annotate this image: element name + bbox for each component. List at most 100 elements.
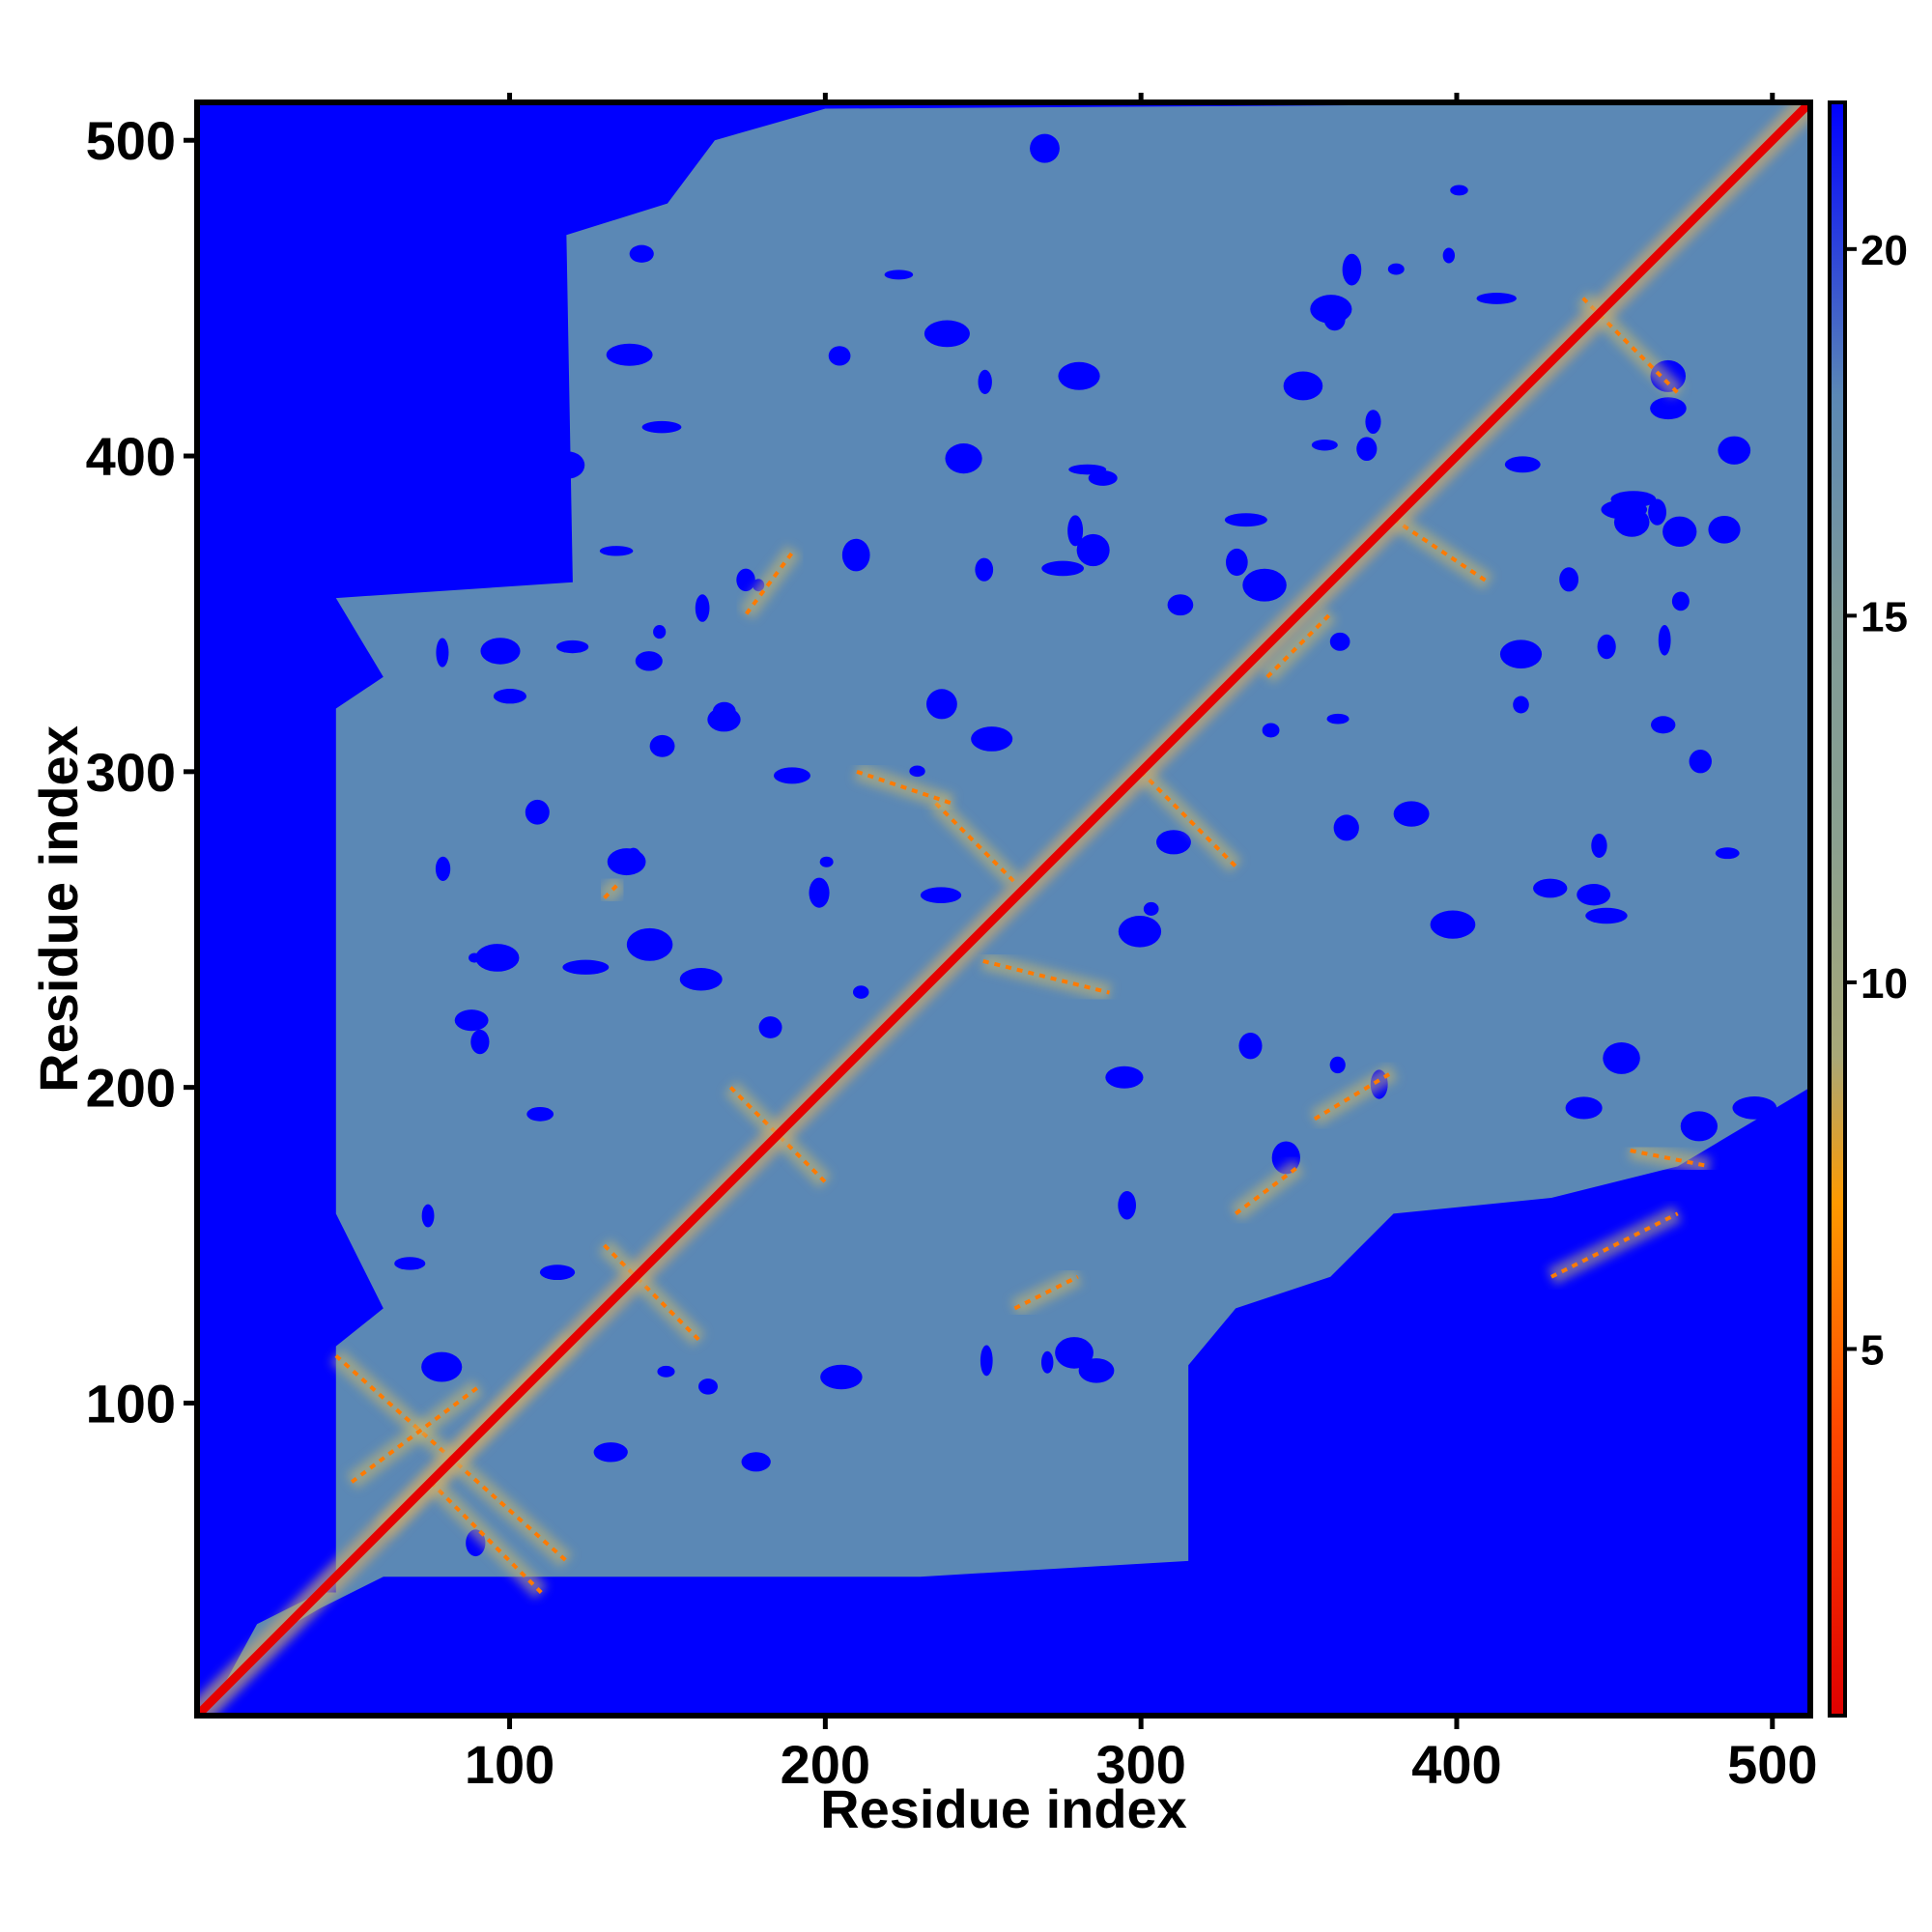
noncontact-patch — [1283, 371, 1323, 401]
noncontact-patch — [1326, 713, 1350, 724]
noncontact-patch — [593, 1442, 628, 1463]
noncontact-patch — [422, 551, 463, 577]
noncontact-patch — [454, 1009, 489, 1032]
noncontact-patch — [820, 1364, 863, 1390]
noncontact-patch — [695, 594, 710, 622]
noncontact-patch — [1565, 1096, 1603, 1120]
noncontact-patch — [978, 369, 992, 394]
noncontact-patch — [853, 985, 869, 999]
noncontact-patch — [635, 651, 663, 671]
noncontact-patch — [1365, 410, 1381, 435]
contact-band — [856, 769, 952, 806]
noncontact-patch — [555, 639, 589, 654]
noncontact-patch — [471, 341, 505, 361]
x-tick-label: 500 — [1727, 1734, 1817, 1795]
noncontact-patch — [1078, 1358, 1115, 1383]
noncontact-patch — [945, 443, 982, 474]
noncontact-patch — [1167, 594, 1194, 616]
noncontact-patch — [1513, 696, 1529, 714]
contact-band — [1630, 1149, 1710, 1169]
noncontact-patch — [1393, 801, 1430, 827]
noncontact-patch — [1610, 491, 1657, 508]
noncontact-patch — [1224, 513, 1267, 527]
noncontact-patch — [599, 546, 634, 556]
noncontact-patch — [479, 467, 506, 495]
noncontact-patch — [841, 538, 870, 572]
colorbar-gradient — [1830, 102, 1845, 1716]
noncontact-patch — [975, 557, 994, 582]
noncontact-patch — [526, 1106, 554, 1122]
noncontact-patch — [884, 270, 914, 280]
contact-band — [745, 549, 796, 615]
noncontact-patch — [1585, 907, 1628, 924]
noncontact-patch — [1603, 1041, 1640, 1074]
noncontact-patch — [1430, 910, 1476, 939]
contact-band — [1313, 1069, 1395, 1122]
noncontact-patch — [1708, 515, 1741, 544]
noncontact-patch — [606, 343, 653, 366]
contact-band — [1392, 517, 1490, 584]
noncontact-patch — [421, 1204, 435, 1228]
contact-band — [1550, 1211, 1679, 1279]
noncontact-patch — [1718, 436, 1751, 465]
noncontact-patch — [1155, 830, 1191, 855]
noncontact-patch — [1559, 567, 1579, 592]
noncontact-patch — [741, 1452, 771, 1472]
noncontact-patch — [926, 689, 957, 720]
noncontact-patch — [1226, 548, 1248, 577]
noncontact-patch — [1311, 440, 1338, 451]
noncontact-patch — [1058, 361, 1100, 390]
noncontact-patch — [1442, 247, 1456, 264]
noncontact-patch — [657, 1365, 675, 1378]
noncontact-patch — [1088, 470, 1118, 486]
y-tick-label: 200 — [86, 1058, 176, 1119]
noncontact-patch — [475, 944, 520, 972]
noncontact-patch — [679, 968, 723, 991]
noncontact-patch — [1613, 507, 1650, 537]
noncontact-patch — [1342, 253, 1362, 286]
noncontact-patch — [1118, 915, 1162, 948]
heatmap-noncontact-patches — [356, 133, 1777, 1557]
noncontact-patch — [1591, 833, 1607, 858]
noncontact-patch — [1356, 437, 1378, 462]
colorbar-tick-label: 10 — [1861, 960, 1908, 1008]
noncontact-patch — [435, 856, 451, 881]
y-tick-label: 400 — [86, 426, 176, 487]
noncontact-patch — [1662, 516, 1697, 548]
noncontact-patch — [698, 1378, 718, 1395]
noncontact-patch — [551, 451, 585, 479]
x-tick-label: 400 — [1411, 1734, 1501, 1795]
noncontact-patch — [980, 1345, 993, 1377]
contact-band — [429, 1480, 543, 1594]
noncontact-patch — [436, 638, 449, 668]
colorbar-ticks: 5 10 15 20 — [1845, 227, 1908, 1374]
noncontact-patch — [641, 420, 682, 434]
noncontact-patch — [1450, 185, 1468, 196]
noncontact-patch — [1499, 639, 1543, 668]
noncontact-patch — [1055, 1337, 1094, 1369]
noncontact-patch — [1504, 456, 1541, 473]
y-tick-label: 100 — [86, 1373, 176, 1434]
noncontact-patch — [607, 848, 646, 876]
noncontact-patch — [1105, 1065, 1144, 1089]
noncontact-patch — [1650, 716, 1676, 734]
noncontact-patch — [394, 1257, 426, 1270]
x-axis: 100 200 300 400 500 — [465, 93, 1818, 1795]
noncontact-patch — [1658, 625, 1671, 656]
contact-band — [603, 880, 622, 899]
noncontact-patch — [626, 927, 673, 961]
noncontact-patch — [1650, 397, 1687, 420]
noncontact-patch — [1329, 1056, 1346, 1074]
noncontact-patch — [1076, 533, 1110, 567]
noncontact-patch — [1242, 568, 1287, 602]
noncontact-patch — [1680, 1111, 1718, 1142]
noncontact-patch — [1329, 632, 1350, 651]
contact-band-glow — [598, 1238, 705, 1347]
contact-band — [1265, 612, 1332, 679]
noncontact-patch — [1118, 1190, 1137, 1220]
noncontact-patch — [1030, 133, 1060, 163]
noncontact-patch — [1067, 515, 1084, 547]
noncontact-patch — [758, 1016, 782, 1038]
noncontact-patch — [1238, 1032, 1263, 1060]
